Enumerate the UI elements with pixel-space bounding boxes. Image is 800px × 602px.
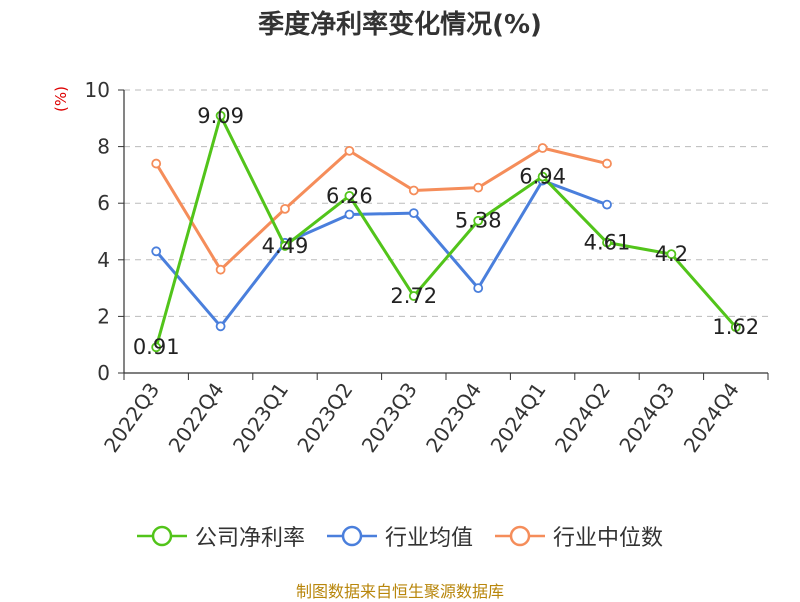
data-label: 0.91	[133, 335, 180, 359]
series-point	[408, 208, 419, 219]
data-labels: 0.91 9.09 4.49 6.26 2.72 5.38 6.94 4.61 4.2 1.62	[133, 104, 759, 359]
series-point	[215, 110, 226, 121]
series-point	[151, 342, 162, 353]
x-tick-label: 2024Q3	[614, 378, 679, 457]
x-tick-label: 2022Q3	[99, 378, 164, 457]
legend-swatch-icon	[495, 525, 545, 547]
legend-item[interactable]: 行业均值	[326, 520, 473, 552]
series-point	[151, 158, 162, 169]
series-point	[280, 203, 290, 214]
series-line	[155, 179, 608, 328]
data-label: 1.62	[712, 315, 759, 339]
data-label: 4.2	[655, 242, 688, 266]
y-tick-label: 0	[97, 361, 110, 385]
series-point	[537, 171, 548, 182]
series-point	[215, 321, 226, 332]
y-tick-label: 2	[97, 304, 110, 328]
series-line	[154, 114, 737, 348]
series-point	[344, 190, 355, 201]
legend: 公司净利率 行业均值 行业中位数	[0, 520, 800, 552]
x-tick-label: 2023Q1	[228, 378, 293, 457]
legend-item[interactable]: 公司净利率	[136, 520, 305, 552]
series-lines	[151, 110, 741, 353]
series-line	[154, 146, 608, 272]
x-tick-label: 2023Q2	[292, 378, 357, 457]
data-label: 9.09	[197, 104, 244, 128]
data-label: 4.61	[584, 231, 631, 255]
series-point	[473, 215, 484, 226]
legend-label: 公司净利率	[194, 526, 305, 551]
y-tick-label: 6	[97, 191, 110, 215]
data-label: 6.26	[326, 184, 373, 208]
y-tick-label: 4	[97, 248, 110, 272]
series-point	[344, 145, 355, 156]
chart-title: 季度净利率变化情况(%)	[258, 10, 542, 40]
series-point	[473, 283, 484, 294]
series-point	[602, 158, 612, 169]
data-label: 2.72	[390, 284, 437, 308]
x-tick-label: 2022Q4	[164, 378, 229, 457]
source-note: 制图数据来自恒生聚源数据库	[295, 582, 504, 601]
series-point	[408, 185, 419, 196]
series-point	[151, 246, 162, 257]
x-tick-label: 2023Q4	[421, 378, 486, 457]
series-point	[473, 182, 484, 193]
legend-item[interactable]: 行业中位数	[495, 520, 663, 552]
data-label: 4.49	[262, 234, 309, 258]
series-point	[537, 143, 548, 153]
series-point	[666, 249, 677, 260]
series-point	[730, 322, 741, 333]
series-point	[408, 291, 419, 301]
y-tick-label: 10	[85, 78, 110, 102]
legend-label: 行业均值	[384, 526, 473, 551]
legend-label: 行业中位数	[553, 526, 664, 551]
y-tick-label: 8	[97, 135, 110, 159]
series-point	[602, 199, 612, 210]
series-point	[602, 237, 612, 248]
x-tick-label: 2023Q3	[357, 378, 422, 457]
legend-swatch-icon	[326, 525, 377, 547]
legend-swatch-icon	[136, 525, 187, 547]
data-label: 5.38	[455, 209, 502, 233]
series-point	[344, 209, 355, 220]
series-point	[215, 264, 226, 275]
series-point	[280, 241, 290, 251]
x-tick-label: 2024Q4	[679, 378, 744, 457]
x-tick-label: 2024Q2	[550, 378, 615, 457]
data-label: 6.94	[519, 165, 566, 189]
x-tick-label: 2024Q1	[486, 378, 551, 457]
